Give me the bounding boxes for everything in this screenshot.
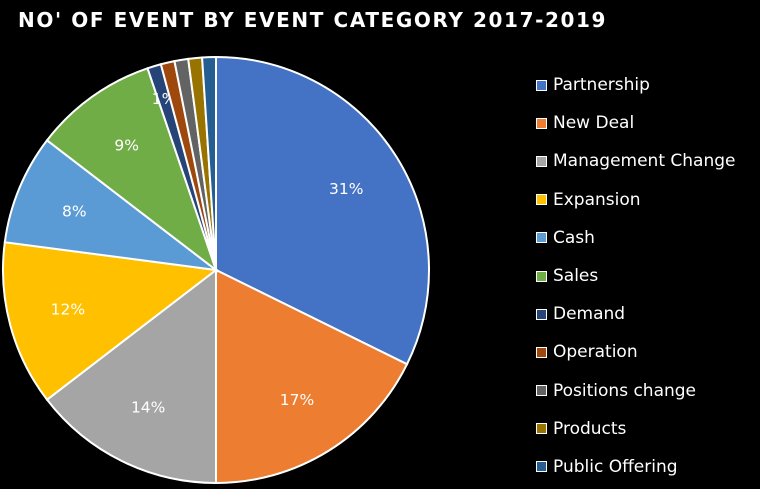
legend-label: Products [553,418,627,439]
legend-label: Operation [553,342,638,363]
legend: Partnership New Deal Management Change Expa… [536,66,760,486]
legend-label: Sales [553,266,599,287]
pie-slice-public-offering [201,55,217,271]
legend-label: New Deal [553,113,635,134]
pie-slice-sales [45,67,219,273]
legend-item-new-deal: New Deal [536,104,760,142]
data-label-new-deal: 17% [280,391,314,409]
legend-item-cash: Cash [536,219,760,257]
legend-label: Public Offering [553,456,678,477]
legend-label: Positions change [553,380,697,401]
legend-swatch [536,346,547,358]
legend-label: Cash [553,227,595,248]
legend-item-sales: Sales [536,257,760,295]
data-label-cash: 8% [62,202,87,220]
legend-label: Partnership [553,75,650,96]
legend-item-management-change: Management Change [536,142,760,180]
pie-slice-new-deal [215,268,409,485]
data-label-expansion: 12% [51,301,85,319]
legend-swatch [536,194,547,206]
pie-slice-cash [3,138,220,272]
pie-slice-expansion [2,241,219,402]
legend-item-products: Products [536,410,760,448]
legend-item-demand: Demand [536,295,760,333]
legend-swatch [536,270,547,282]
legend-label: Demand [553,304,626,325]
legend-item-public-offering: Public Offering [536,448,760,486]
legend-item-expansion: Expansion [536,181,760,219]
legend-swatch [536,423,547,435]
legend-item-partnership: Partnership [536,66,760,104]
legend-swatch [536,461,547,473]
legend-swatch [536,232,547,244]
chart-title: NO' OF EVENT BY EVENT CATEGORY 2017-2019 [18,8,608,32]
data-label-partnership: 31% [329,180,363,198]
legend-item-operation: Operation [536,333,760,371]
legend-swatch [536,117,547,129]
legend-label: Expansion [553,189,641,210]
legend-swatch [536,308,547,320]
pie-slice-management-change [45,267,217,485]
data-label-sales: 9% [114,136,139,154]
legend-item-positions-change: Positions change [536,372,760,410]
legend-swatch [536,79,547,91]
legend-label: Management Change [553,151,736,172]
legend-swatch [536,155,547,167]
pie-slice-partnership [215,55,430,366]
data-label-management-change: 14% [131,399,165,417]
legend-swatch [536,385,547,397]
